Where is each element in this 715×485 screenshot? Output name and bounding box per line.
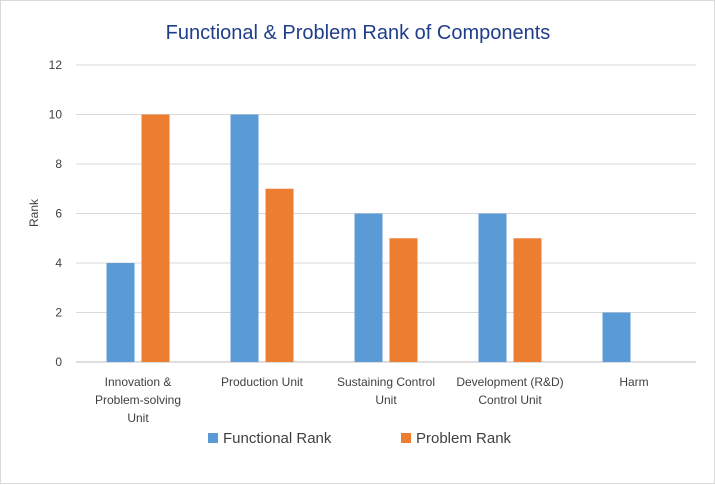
y-tick-label: 2: [55, 306, 62, 320]
bar-problem: [265, 188, 294, 362]
legend-swatch: [208, 433, 218, 443]
x-category-label: Sustaining Control: [337, 375, 435, 389]
x-category-label: Innovation &: [105, 375, 172, 389]
x-category-label: Production Unit: [221, 375, 304, 389]
y-tick-labels: 0 2 4 6 8 10 12: [49, 58, 63, 369]
legend-label: Functional Rank: [223, 430, 332, 447]
y-tick-label: 8: [55, 157, 62, 171]
x-category-labels: Innovation & Problem-solving Unit Productio…: [95, 375, 649, 425]
y-tick-label: 12: [49, 58, 63, 72]
bar-functional: [230, 114, 259, 362]
x-category-label: Unit: [127, 411, 149, 425]
x-category-label: Unit: [375, 393, 397, 407]
bars: [106, 114, 631, 362]
y-tick-label: 0: [55, 355, 62, 369]
x-category-label: Harm: [619, 375, 648, 389]
legend-swatch: [401, 433, 411, 443]
legend-label: Problem Rank: [416, 430, 512, 447]
bar-functional: [602, 312, 631, 362]
bar-problem: [389, 238, 418, 362]
bar-functional: [354, 213, 383, 362]
bar-functional: [478, 213, 507, 362]
x-category-label: Problem-solving: [95, 393, 181, 407]
bar-problem: [513, 238, 542, 362]
legend: Functional Rank Problem Rank: [208, 430, 512, 447]
y-axis-title: Rank: [27, 198, 41, 227]
y-tick-label: 6: [55, 207, 62, 221]
x-category-label: Control Unit: [478, 393, 542, 407]
chart-title: Functional & Problem Rank of Components: [166, 22, 551, 44]
x-category-label: Development (R&D): [456, 375, 563, 389]
bar-problem: [141, 114, 170, 362]
gridlines: [76, 64, 696, 363]
y-tick-label: 4: [55, 256, 62, 270]
bar-functional: [106, 263, 135, 362]
y-tick-label: 10: [49, 108, 63, 122]
